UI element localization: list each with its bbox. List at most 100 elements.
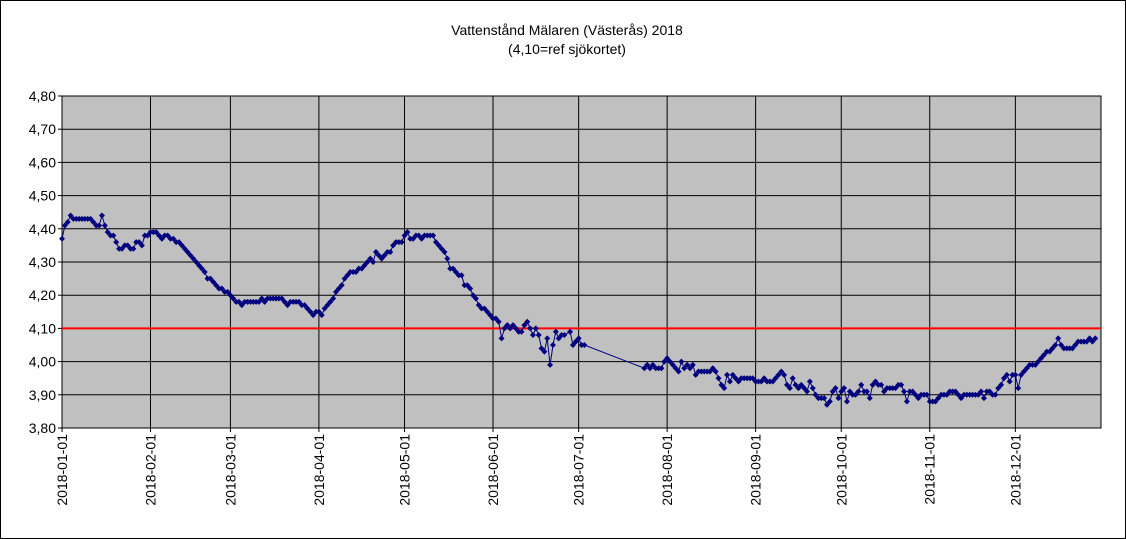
x-tick-label: 2018-06-01 bbox=[485, 434, 501, 506]
data-point bbox=[863, 388, 870, 395]
data-point bbox=[647, 365, 654, 372]
data-point bbox=[227, 292, 234, 299]
data-point bbox=[769, 378, 776, 385]
y-tick-label: 4,30 bbox=[29, 254, 56, 270]
data-point bbox=[575, 335, 582, 342]
data-point bbox=[353, 268, 360, 275]
data-point bbox=[712, 368, 719, 375]
data-point bbox=[410, 235, 417, 242]
data-point bbox=[872, 378, 879, 385]
data-point bbox=[1086, 335, 1093, 342]
y-tick-label: 4,10 bbox=[29, 320, 56, 336]
data-point bbox=[909, 388, 916, 395]
y-axis-ticks: 3,80 3,90 4,00 4,10 4,20 4,30 4,40 4,50 4,60 4,70… bbox=[29, 88, 62, 436]
data-point bbox=[238, 302, 245, 309]
x-tick-label: 2018-05-01 bbox=[397, 434, 413, 506]
data-point bbox=[878, 381, 885, 388]
data-point bbox=[207, 275, 214, 282]
data-point bbox=[980, 395, 987, 402]
data-point bbox=[61, 222, 68, 229]
data-point bbox=[778, 368, 785, 375]
data-point bbox=[978, 388, 985, 395]
data-point bbox=[935, 395, 942, 402]
data-point bbox=[524, 318, 531, 325]
data-point bbox=[59, 235, 65, 242]
data-point bbox=[678, 358, 685, 365]
data-point bbox=[923, 391, 930, 398]
data-point bbox=[176, 239, 183, 246]
data-point bbox=[1083, 338, 1090, 345]
data-point bbox=[210, 278, 217, 285]
data-point bbox=[224, 288, 231, 295]
data-point bbox=[295, 298, 302, 305]
data-point bbox=[866, 395, 873, 402]
data-point bbox=[1018, 371, 1025, 378]
data-point bbox=[641, 365, 648, 372]
data-point bbox=[749, 375, 756, 382]
data-point bbox=[375, 252, 382, 259]
data-point bbox=[64, 219, 71, 226]
data-point bbox=[555, 335, 562, 342]
data-point bbox=[284, 302, 291, 309]
data-point bbox=[487, 312, 494, 319]
data-point bbox=[1035, 358, 1042, 365]
data-point bbox=[96, 222, 103, 229]
data-point bbox=[792, 381, 799, 388]
data-point bbox=[855, 388, 862, 395]
x-tick-label: 2018-11-01 bbox=[922, 434, 938, 505]
data-point bbox=[829, 388, 836, 395]
data-point bbox=[541, 348, 548, 355]
x-tick-label: 2018-04-01 bbox=[311, 434, 327, 506]
data-point bbox=[1038, 355, 1045, 362]
data-point bbox=[547, 361, 554, 368]
data-point bbox=[301, 302, 308, 309]
data-point bbox=[1089, 338, 1096, 345]
data-point bbox=[164, 232, 171, 239]
data-point bbox=[721, 385, 728, 392]
data-point bbox=[795, 385, 802, 392]
data-point bbox=[327, 298, 334, 305]
data-point bbox=[709, 365, 716, 372]
data-point bbox=[390, 242, 397, 249]
y-tick-label: 4,50 bbox=[29, 188, 56, 204]
x-axis-ticks: 2018-01-01 2018-02-01 2018-03-01 2018-04-01… bbox=[54, 428, 1023, 506]
data-point bbox=[715, 375, 722, 382]
data-point bbox=[726, 378, 733, 385]
data-point bbox=[492, 315, 499, 322]
data-point bbox=[333, 288, 340, 295]
data-point bbox=[772, 375, 779, 382]
data-point bbox=[415, 232, 422, 239]
data-point bbox=[387, 249, 394, 256]
data-point bbox=[118, 245, 125, 252]
grid-lines bbox=[61, 95, 1101, 429]
data-point bbox=[330, 295, 337, 302]
data-point bbox=[90, 219, 97, 226]
data-point bbox=[843, 398, 850, 405]
data-point bbox=[324, 302, 331, 309]
data-point bbox=[472, 295, 479, 302]
data-point bbox=[527, 325, 534, 332]
data-point bbox=[955, 391, 962, 398]
data-point bbox=[572, 338, 579, 345]
data-point bbox=[281, 298, 288, 305]
data-point bbox=[692, 371, 699, 378]
data-point bbox=[1000, 375, 1007, 382]
data-point bbox=[775, 371, 782, 378]
data-point bbox=[372, 249, 379, 256]
data-point bbox=[110, 232, 117, 239]
data-point bbox=[504, 322, 511, 329]
data-point bbox=[1020, 368, 1027, 375]
data-point bbox=[178, 242, 185, 249]
data-point bbox=[404, 229, 411, 236]
y-tick-label: 4,60 bbox=[29, 154, 56, 170]
data-point bbox=[992, 391, 999, 398]
data-point bbox=[549, 342, 556, 348]
data-point bbox=[450, 265, 457, 272]
data-point bbox=[535, 332, 542, 339]
data-point bbox=[669, 361, 676, 368]
data-point bbox=[401, 232, 408, 239]
data-point bbox=[1015, 385, 1022, 392]
data-point bbox=[892, 385, 899, 392]
data-point bbox=[138, 242, 145, 249]
data-point bbox=[1058, 342, 1065, 348]
